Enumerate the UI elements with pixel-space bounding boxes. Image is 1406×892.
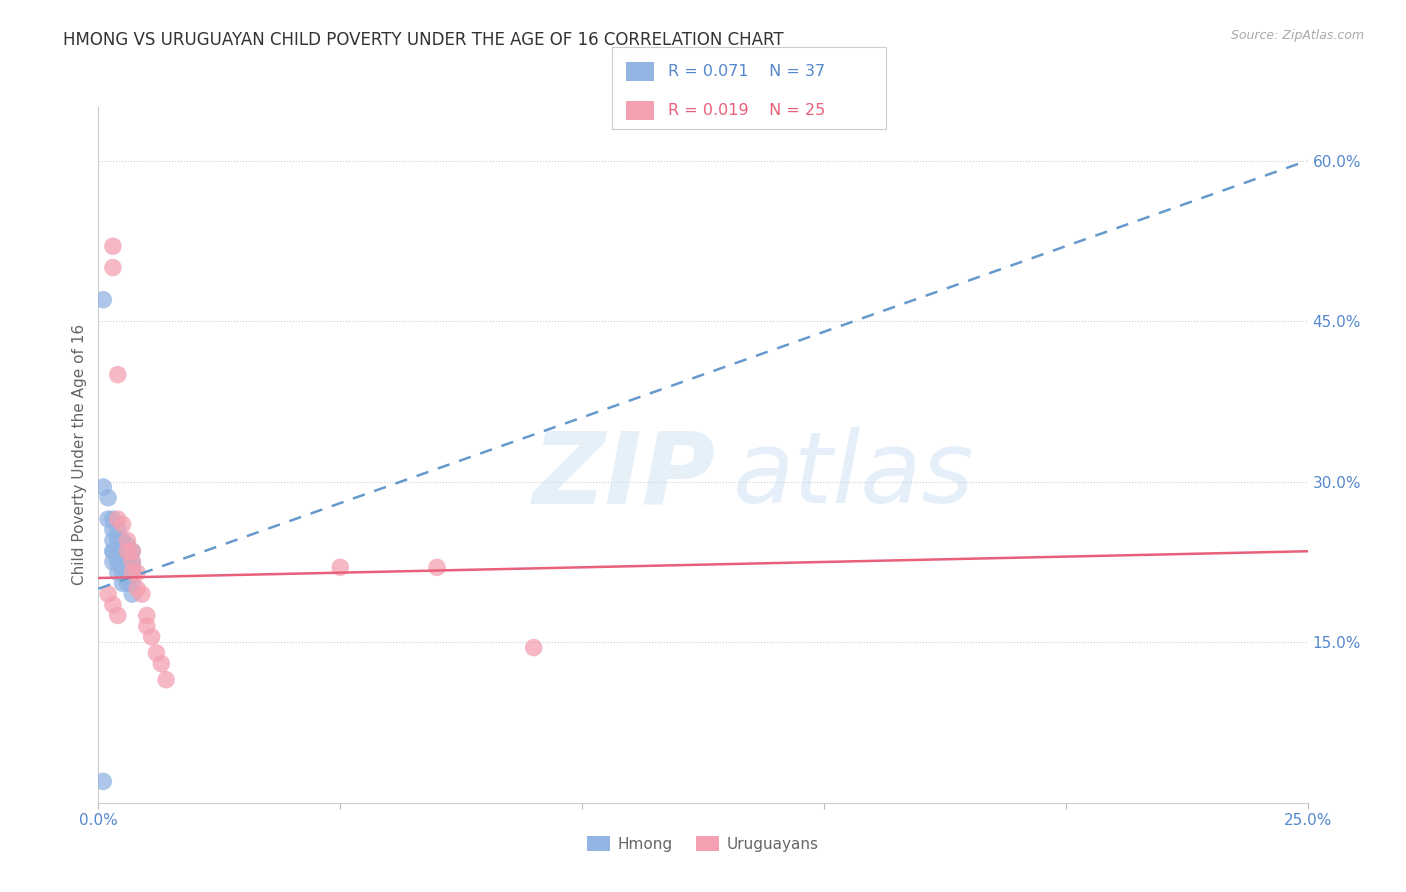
Point — [101, 598, 124, 612]
Point — [117, 539, 139, 553]
Point — [91, 480, 114, 494]
Point — [107, 523, 129, 537]
Point — [101, 544, 124, 558]
Text: ZIP: ZIP — [533, 427, 716, 524]
Point — [131, 587, 153, 601]
Point — [107, 533, 129, 548]
Point — [107, 368, 129, 382]
Point — [97, 491, 120, 505]
Point — [111, 576, 134, 591]
Point — [135, 619, 157, 633]
Legend: Hmong, Uruguayans: Hmong, Uruguayans — [581, 830, 825, 858]
Point — [111, 566, 134, 580]
Point — [101, 523, 124, 537]
Point — [127, 566, 149, 580]
Point — [107, 566, 129, 580]
Point — [121, 587, 143, 601]
Point — [107, 555, 129, 569]
Point — [111, 555, 134, 569]
Point — [101, 555, 124, 569]
Y-axis label: Child Poverty Under the Age of 16: Child Poverty Under the Age of 16 — [72, 325, 87, 585]
Point — [97, 587, 120, 601]
Point — [117, 544, 139, 558]
Point — [121, 555, 143, 569]
Point — [117, 544, 139, 558]
Text: Source: ZipAtlas.com: Source: ZipAtlas.com — [1230, 29, 1364, 42]
Point — [107, 512, 129, 526]
Point — [101, 544, 124, 558]
Point — [121, 566, 143, 580]
Point — [117, 555, 139, 569]
Text: R = 0.019    N = 25: R = 0.019 N = 25 — [668, 103, 825, 118]
Point — [121, 560, 143, 574]
Point — [91, 293, 114, 307]
Point — [523, 640, 546, 655]
Point — [117, 533, 139, 548]
Point — [117, 576, 139, 591]
Text: HMONG VS URUGUAYAN CHILD POVERTY UNDER THE AGE OF 16 CORRELATION CHART: HMONG VS URUGUAYAN CHILD POVERTY UNDER T… — [63, 31, 785, 49]
Point — [121, 544, 143, 558]
Point — [107, 549, 129, 564]
Point — [111, 544, 134, 558]
Point — [155, 673, 177, 687]
Point — [127, 582, 149, 596]
Point — [107, 608, 129, 623]
Point — [117, 560, 139, 574]
Text: atlas: atlas — [734, 427, 974, 524]
Point — [117, 549, 139, 564]
Point — [107, 544, 129, 558]
Point — [150, 657, 173, 671]
Point — [101, 533, 124, 548]
Point — [111, 533, 134, 548]
Point — [135, 608, 157, 623]
Point — [121, 555, 143, 569]
Point — [101, 260, 124, 275]
Point — [101, 239, 124, 253]
Point — [121, 566, 143, 580]
Text: R = 0.071    N = 37: R = 0.071 N = 37 — [668, 64, 825, 78]
Point — [426, 560, 449, 574]
Point — [121, 576, 143, 591]
Point — [91, 774, 114, 789]
Point — [121, 544, 143, 558]
Point — [117, 571, 139, 585]
Point — [101, 512, 124, 526]
Point — [145, 646, 167, 660]
Point — [329, 560, 352, 574]
Point — [141, 630, 163, 644]
Point — [97, 512, 120, 526]
Point — [111, 517, 134, 532]
Point — [111, 560, 134, 574]
Point — [111, 544, 134, 558]
